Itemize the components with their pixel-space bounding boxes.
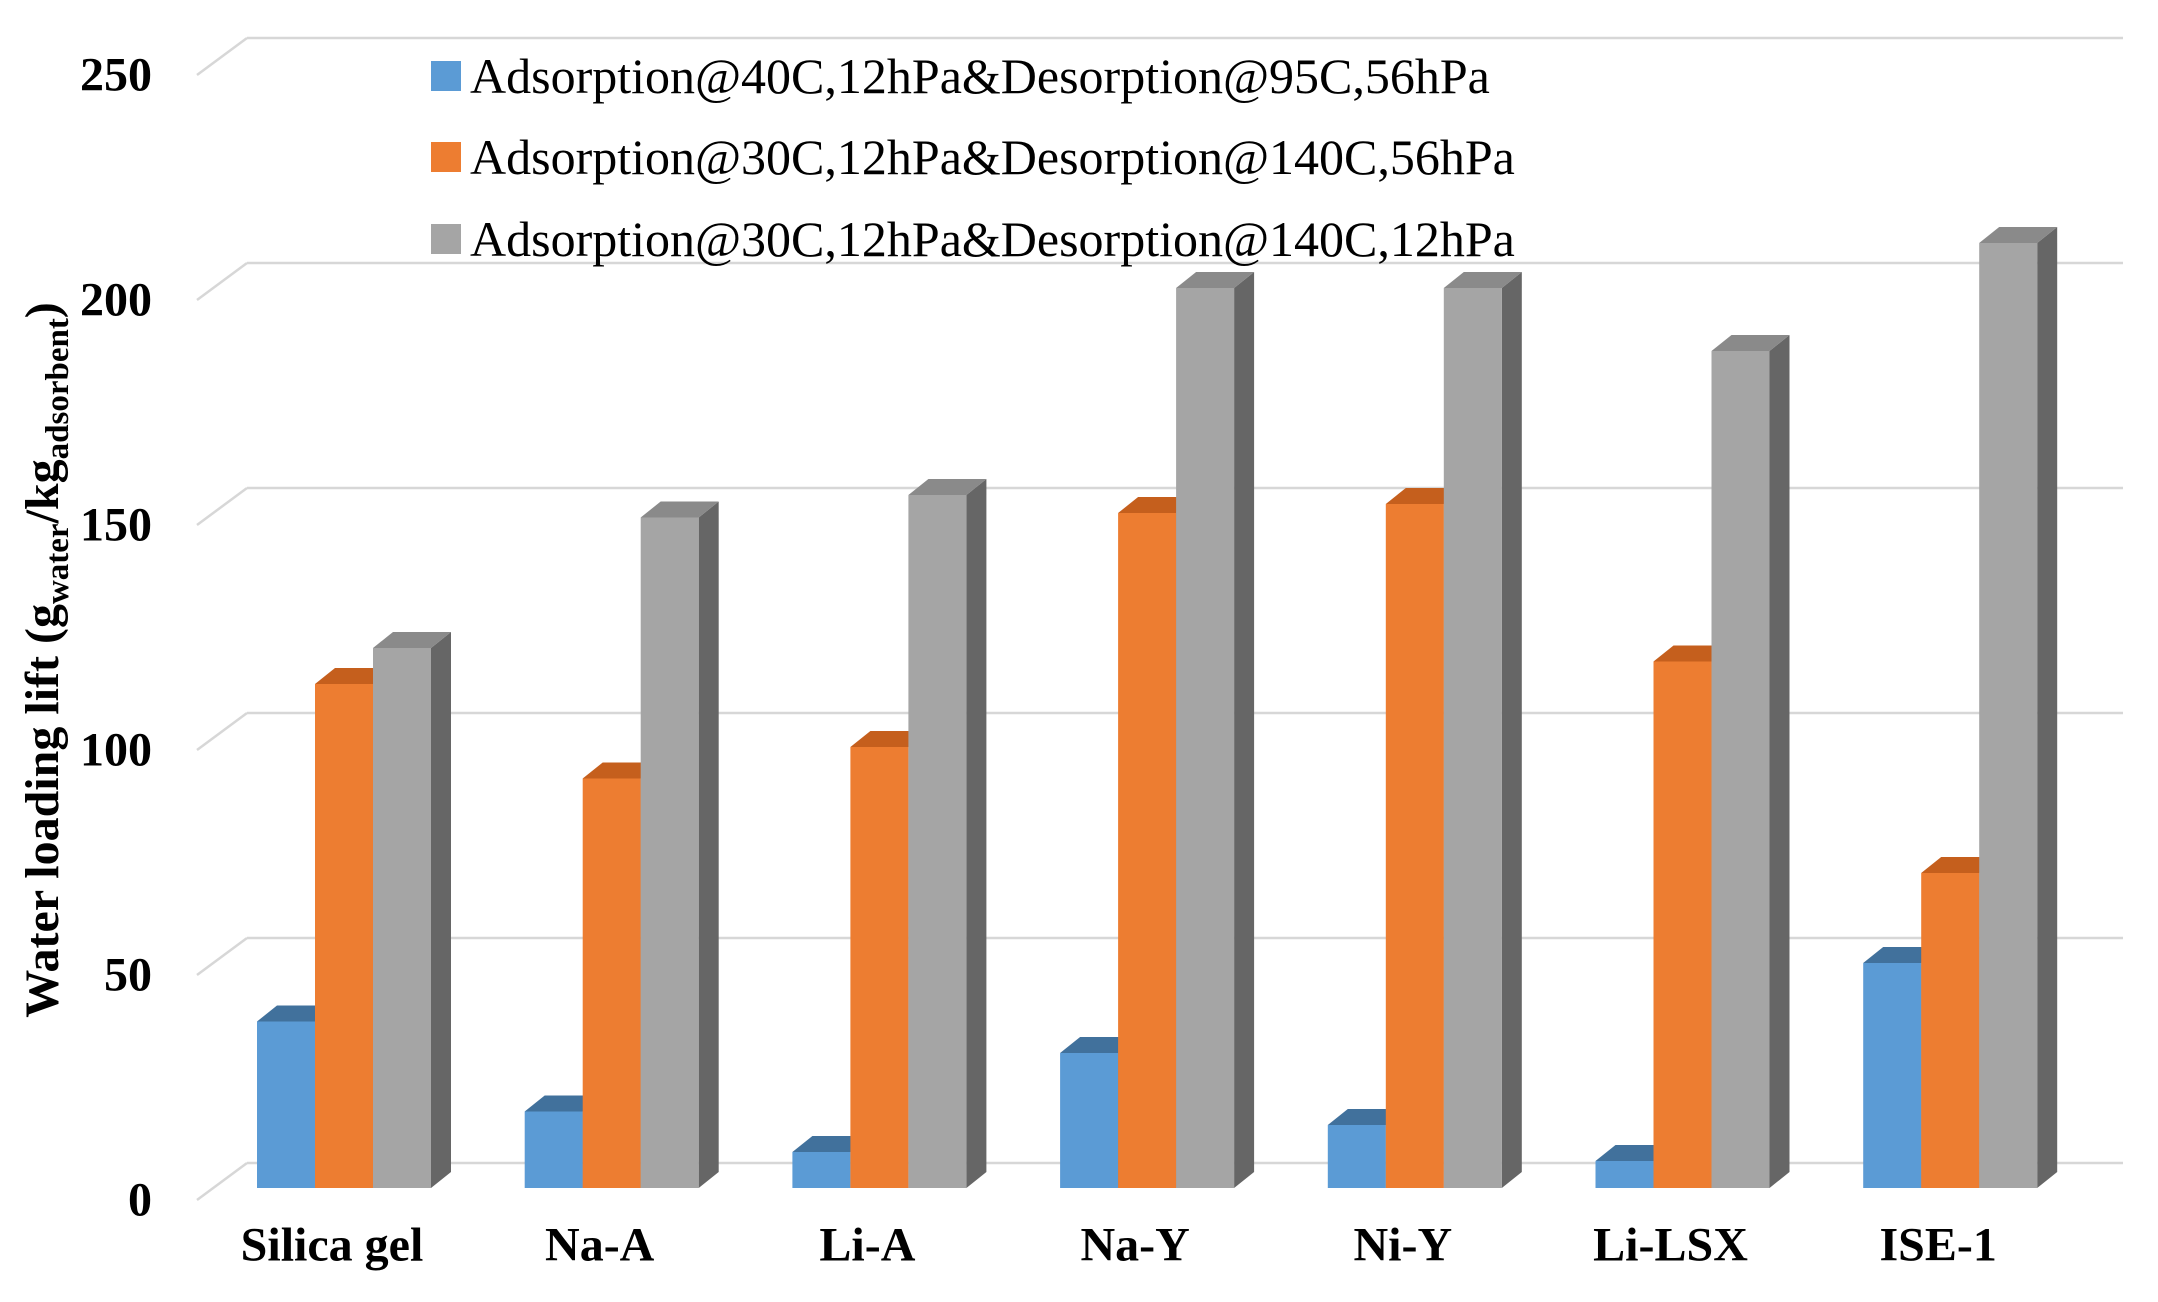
bar-side-ise-1-s2 [2037, 227, 2058, 1188]
y-tick-label-0: 0 [128, 1174, 152, 1227]
gridline-depth-150 [196, 486, 248, 527]
bar-side-silica-gel-s2 [431, 632, 451, 1188]
bar-side-na-y-s2 [1234, 272, 1255, 1188]
bar-silica-gel-s0 [257, 1021, 315, 1188]
gridline-depth-100 [196, 711, 248, 752]
bar-li-a-s0 [792, 1152, 851, 1188]
x-category-label-na-y: Na-Y [1080, 1219, 1189, 1272]
legend-swatch-1 [431, 142, 461, 172]
y-tick-label-50: 50 [104, 949, 152, 1002]
bar-top-na-y-s2 [1176, 272, 1255, 288]
bar-side-li-a-s2 [966, 479, 987, 1188]
bar-silica-gel-s1 [315, 684, 373, 1188]
bar-side-na-a-s2 [698, 501, 719, 1188]
gridline-depth-50 [196, 936, 248, 977]
gridline-depth-250 [196, 36, 248, 77]
bar-li-lsx-s2 [1711, 351, 1770, 1188]
legend-swatch-2 [431, 224, 461, 254]
bar-na-y-s0 [1060, 1053, 1119, 1188]
bar-na-y-s1 [1118, 513, 1177, 1188]
bar-ni-y-s0 [1327, 1125, 1386, 1188]
bar-na-a-s1 [582, 778, 641, 1188]
bar-li-a-s2 [908, 495, 967, 1188]
bar-top-ni-y-s2 [1443, 272, 1522, 288]
bar-side-li-lsx-s2 [1769, 335, 1790, 1188]
bar-top-silica-gel-s2 [373, 632, 451, 648]
gridline-depth-200 [196, 261, 248, 302]
x-category-label-ni-y: Ni-Y [1353, 1219, 1452, 1272]
gridline-depth-0 [196, 1161, 248, 1202]
bar-side-ni-y-s2 [1501, 272, 1522, 1188]
bar-top-ise-1-s2 [1979, 227, 2058, 243]
bar-top-na-a-s2 [640, 501, 719, 518]
bar-top-li-a-s2 [908, 479, 987, 495]
bar-ni-y-s2 [1443, 288, 1502, 1188]
bar-ise-1-s0 [1863, 963, 1922, 1188]
legend-label-1: Adsorption@30C,12hPa&Desorption@140C,56h… [470, 129, 1515, 185]
bar-li-a-s1 [850, 747, 909, 1188]
bar-ni-y-s1 [1385, 504, 1444, 1188]
x-category-label-li-a: Li-A [819, 1219, 915, 1272]
y-axis-title: Water loading lift (gwater/kgadsorbent) [16, 302, 76, 1018]
x-category-label-na-a: Na-A [545, 1219, 655, 1272]
bar-li-lsx-s0 [1595, 1161, 1654, 1188]
bar-na-a-s2 [640, 517, 699, 1188]
bar-na-a-s0 [524, 1111, 583, 1188]
y-tick-label-200: 200 [80, 274, 152, 327]
legend-label-0: Adsorption@40C,12hPa&Desorption@95C,56hP… [470, 48, 1490, 104]
y-tick-label-250: 250 [80, 49, 152, 102]
bar-ise-1-s2 [1979, 243, 2038, 1188]
bar-silica-gel-s2 [373, 648, 431, 1188]
x-category-label-li-lsx: Li-LSX [1593, 1219, 1748, 1272]
bar-li-lsx-s1 [1653, 661, 1712, 1188]
legend-swatch-0 [431, 61, 461, 91]
bar-top-li-lsx-s2 [1711, 335, 1790, 351]
bar-ise-1-s1 [1921, 873, 1980, 1188]
legend-label-2: Adsorption@30C,12hPa&Desorption@140C,12h… [470, 211, 1515, 267]
x-category-label-ise-1: ISE-1 [1880, 1219, 1997, 1272]
bar-na-y-s2 [1176, 288, 1235, 1188]
y-tick-label-100: 100 [80, 724, 152, 777]
x-category-label-silica-gel: Silica gel [241, 1219, 424, 1272]
y-tick-label-150: 150 [80, 499, 152, 552]
